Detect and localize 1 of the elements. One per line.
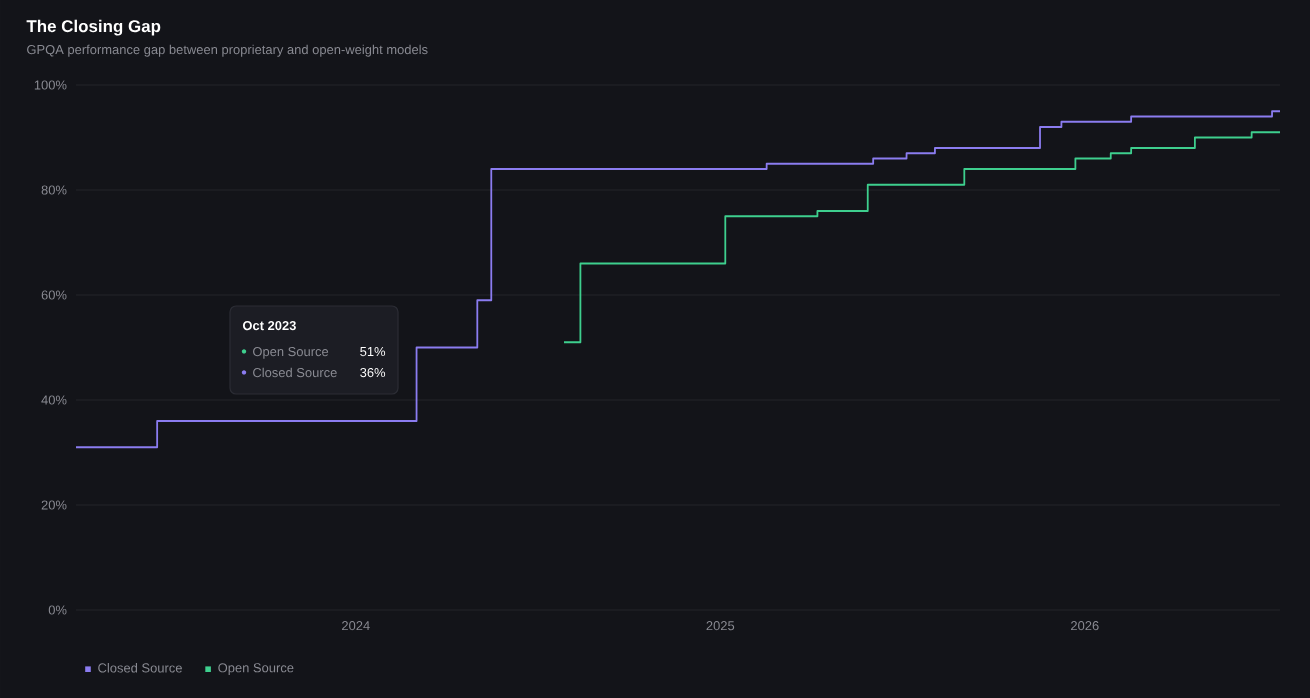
chart-title: The Closing Gap [26, 19, 161, 36]
